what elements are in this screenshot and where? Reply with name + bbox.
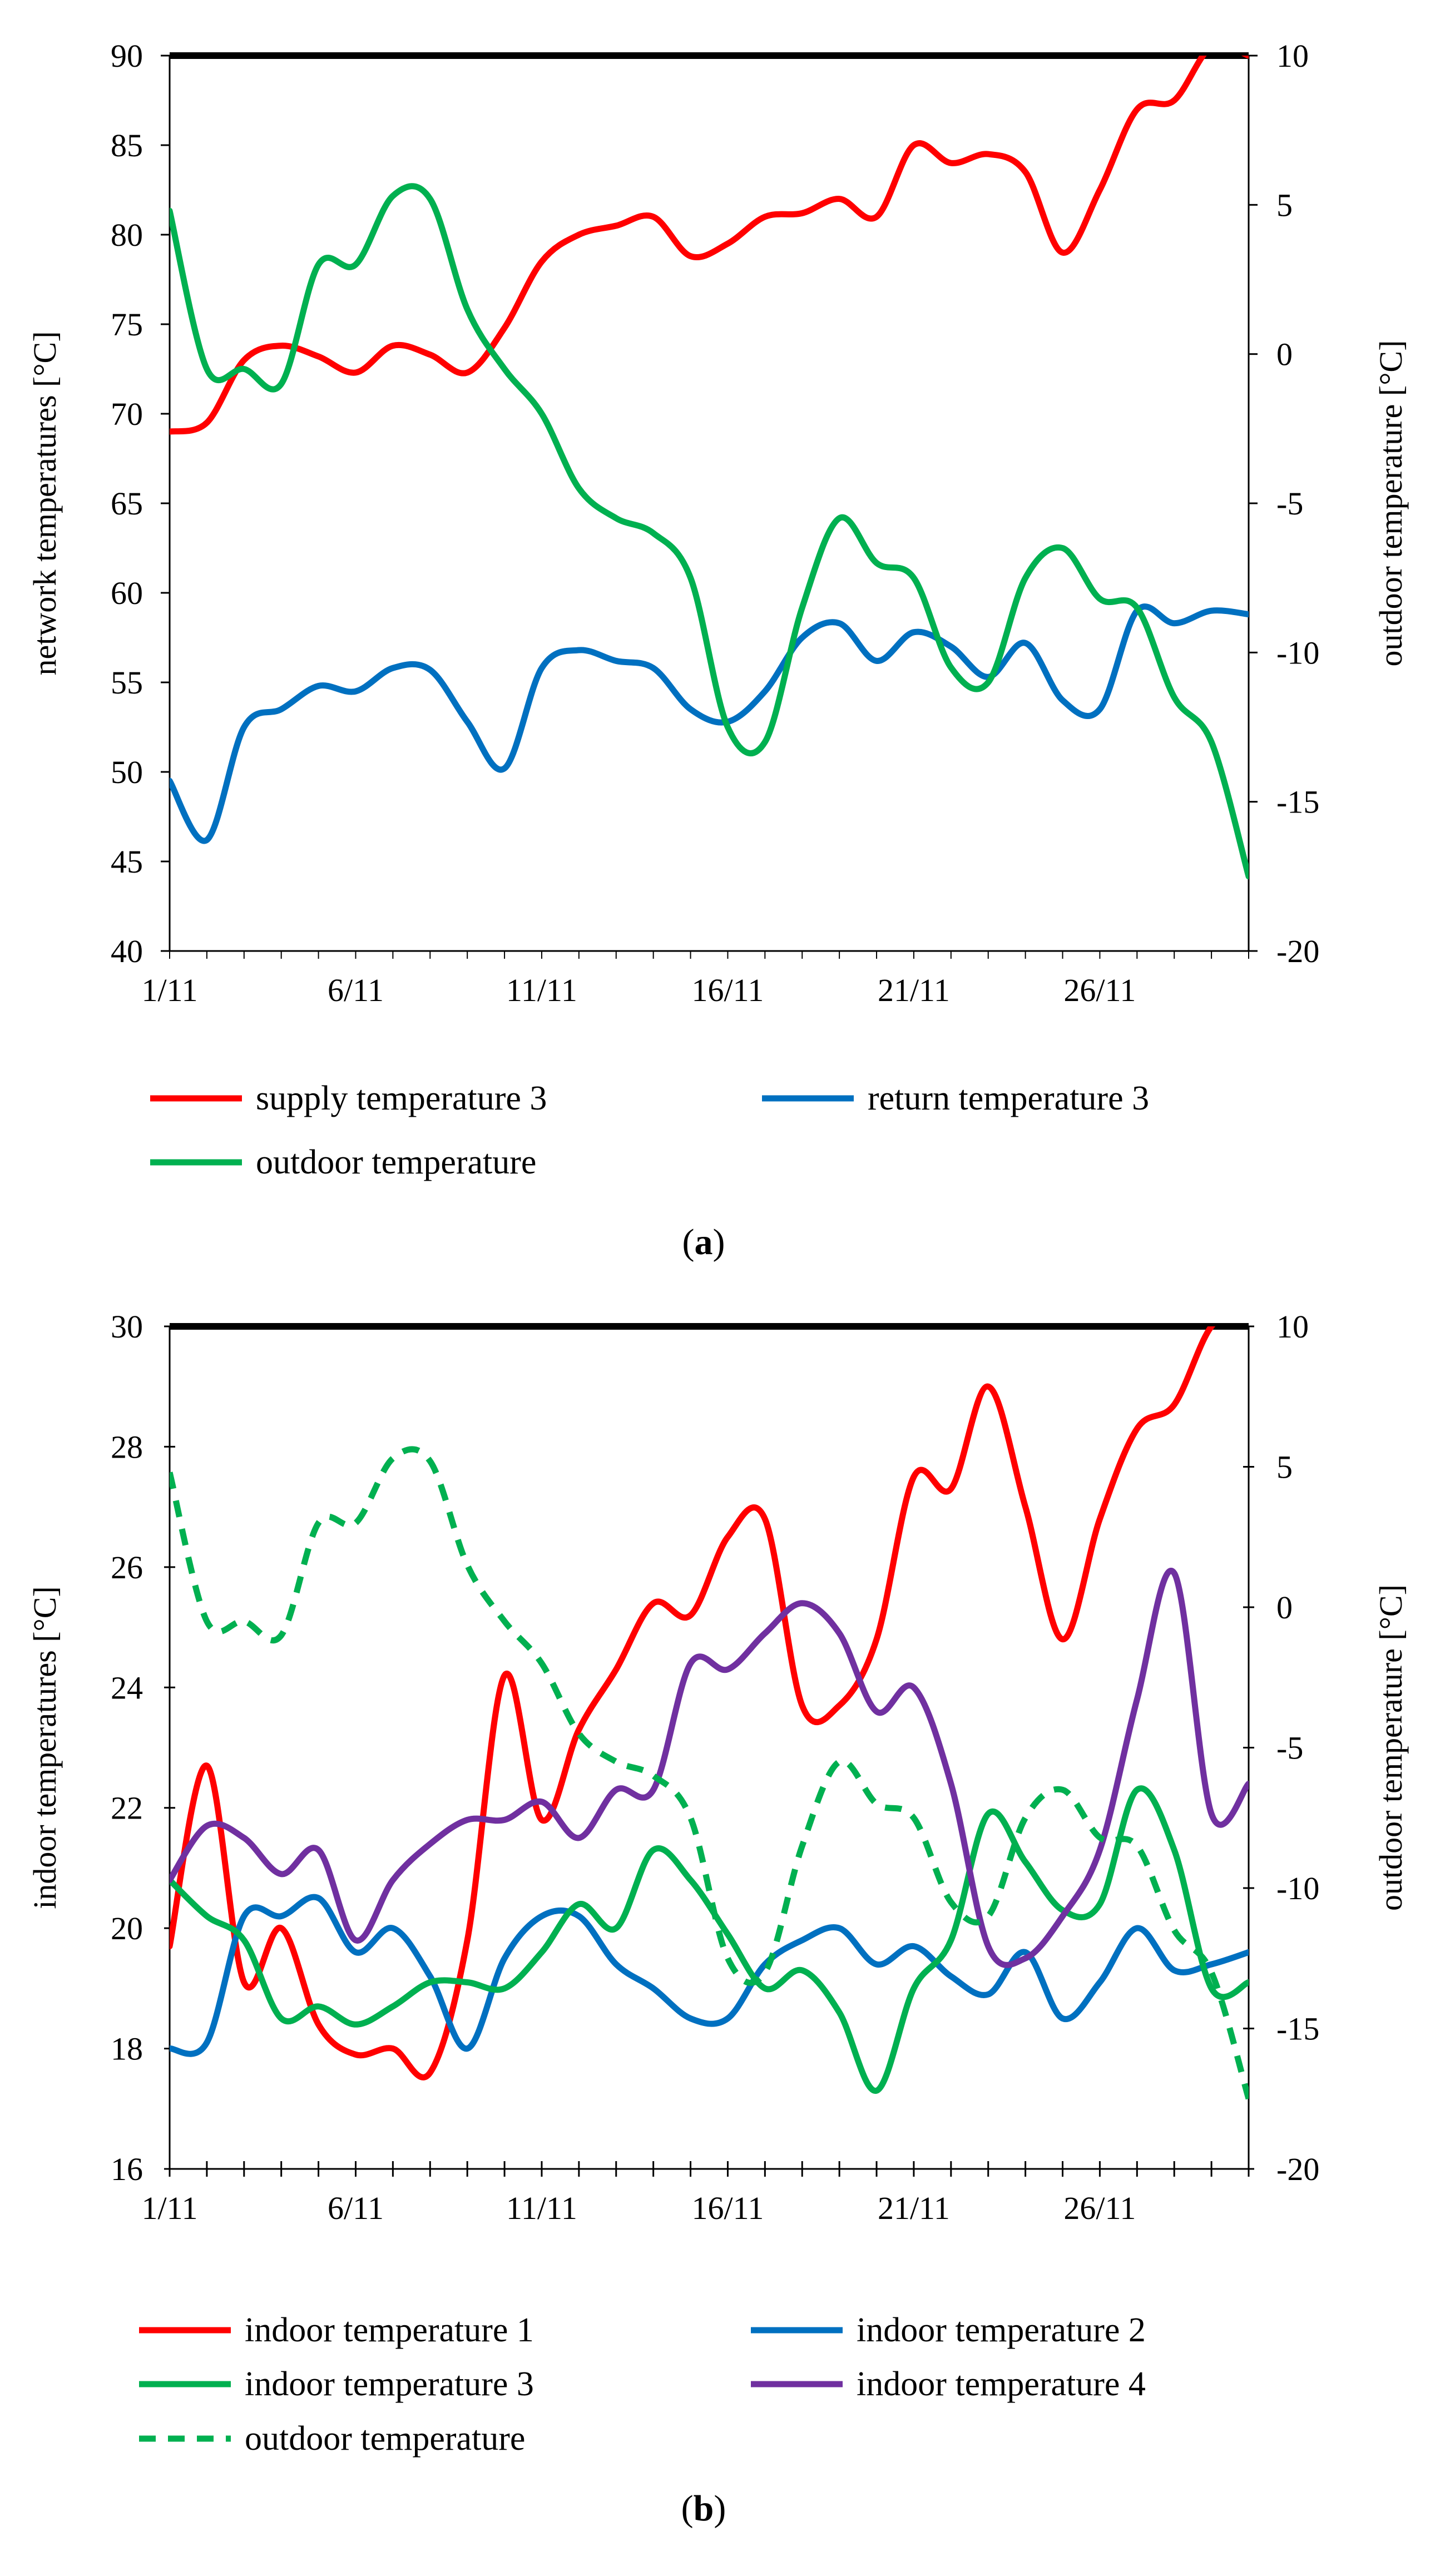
y2-tick-label: -10 [1276, 635, 1319, 671]
caption-letter: b [694, 2488, 714, 2529]
series-line-2 [170, 603, 1249, 844]
y-tick-label: 28 [111, 1429, 143, 1465]
y-tick-label: 70 [111, 396, 143, 432]
y2-tick-label: -10 [1276, 1870, 1319, 1906]
legend-label: indoor temperature 1 [245, 2311, 534, 2349]
series-line-5 [170, 1446, 1249, 2100]
y-tick-label: 85 [111, 127, 143, 164]
y2-tick-label: -20 [1276, 2151, 1319, 2187]
y-tick-label: 55 [111, 665, 143, 701]
y2-axis-title: outdoor temperature [°C] [1373, 340, 1409, 667]
y2-axis-title: outdoor temperature [°C] [1373, 1584, 1409, 1911]
x-tick-label: 11/11 [506, 972, 577, 1008]
legend-label: return temperature 3 [868, 1079, 1149, 1117]
x-tick-label: 16/11 [691, 972, 764, 1008]
y2-tick-label: 5 [1276, 1449, 1293, 1485]
y2-tick-label: 10 [1276, 38, 1309, 74]
caption-close-paren: ) [714, 2488, 726, 2529]
y2-tick-label: 0 [1276, 336, 1293, 373]
y2-tick-label: 10 [1276, 1309, 1309, 1345]
panel-caption: (b) [681, 2488, 726, 2529]
series-line-4 [170, 1568, 1249, 1968]
y2-tick-label: -20 [1276, 933, 1319, 969]
caption-close-paren: ) [713, 1222, 725, 1262]
series-line-1 [170, 56, 1249, 435]
chart-panel-b: 16 18 20 22 24 26 28 30 -20 -15 -10 -5 0 5 10 1/11 6/11 1… [27, 1309, 1409, 2529]
y-tick-label: 60 [111, 575, 143, 611]
caption-open-paren: ( [682, 1222, 695, 1262]
y2-tick-label: 0 [1276, 1589, 1293, 1626]
y-tick-label: 26 [111, 1549, 143, 1586]
series-line-2 [170, 1894, 1249, 2057]
y-axis-title: indoor temperatures [°C] [27, 1586, 63, 1909]
y2-tick-label: -15 [1276, 784, 1319, 820]
x-tick-label: 1/11 [142, 2190, 198, 2226]
legend-label: outdoor temperature [256, 1143, 536, 1181]
y-axis-title: network temperatures [°C] [27, 331, 63, 675]
y-tick-label: 16 [111, 2151, 143, 2187]
caption-letter: a [695, 1222, 713, 1262]
x-tick-label: 6/11 [328, 972, 384, 1008]
y2-tick-label: -15 [1276, 2011, 1319, 2047]
y-tick-label: 18 [111, 2031, 143, 2067]
x-tick-label: 6/11 [328, 2190, 384, 2226]
y-tick-label: 90 [111, 38, 143, 74]
y-tick-label: 22 [111, 1790, 143, 1826]
legend-label: indoor temperature 2 [857, 2311, 1146, 2349]
x-tick-label: 21/11 [878, 972, 950, 1008]
y2-tick-label: -5 [1276, 486, 1303, 522]
y2-tick-label: 5 [1276, 187, 1293, 223]
x-tick-label: 1/11 [142, 972, 198, 1008]
caption-open-paren: ( [681, 2488, 694, 2529]
panel-caption: (a) [682, 1222, 725, 1262]
y-tick-label: 40 [111, 933, 143, 969]
y2-tick-label: -5 [1276, 1730, 1303, 1766]
y-tick-label: 45 [111, 844, 143, 880]
y-tick-label: 24 [111, 1670, 143, 1706]
legend-label: outdoor temperature [245, 2420, 525, 2458]
chart-panel-a: 40 45 50 55 60 65 70 75 80 85 90 -20 -15 -10 -5 0 5 10 1/1… [27, 38, 1409, 1262]
y-tick-label: 20 [111, 1910, 143, 1946]
x-tick-label: 26/11 [1063, 972, 1136, 1008]
x-tick-label: 11/11 [506, 2190, 577, 2226]
legend-label: supply temperature 3 [256, 1079, 547, 1117]
y-tick-label: 80 [111, 217, 143, 253]
legend-label: indoor temperature 3 [245, 2365, 534, 2403]
y-tick-label: 65 [111, 486, 143, 522]
y-tick-label: 30 [111, 1309, 143, 1345]
legend-label: indoor temperature 4 [857, 2365, 1146, 2403]
y-tick-label: 50 [111, 754, 143, 790]
series-line-3 [170, 1785, 1249, 2094]
x-tick-label: 16/11 [691, 2190, 764, 2226]
series-line-1 [170, 1326, 1216, 2080]
x-tick-label: 21/11 [878, 2190, 950, 2226]
series-line-3 [170, 183, 1249, 880]
y-tick-label: 75 [111, 306, 143, 343]
x-tick-label: 26/11 [1063, 2190, 1136, 2226]
